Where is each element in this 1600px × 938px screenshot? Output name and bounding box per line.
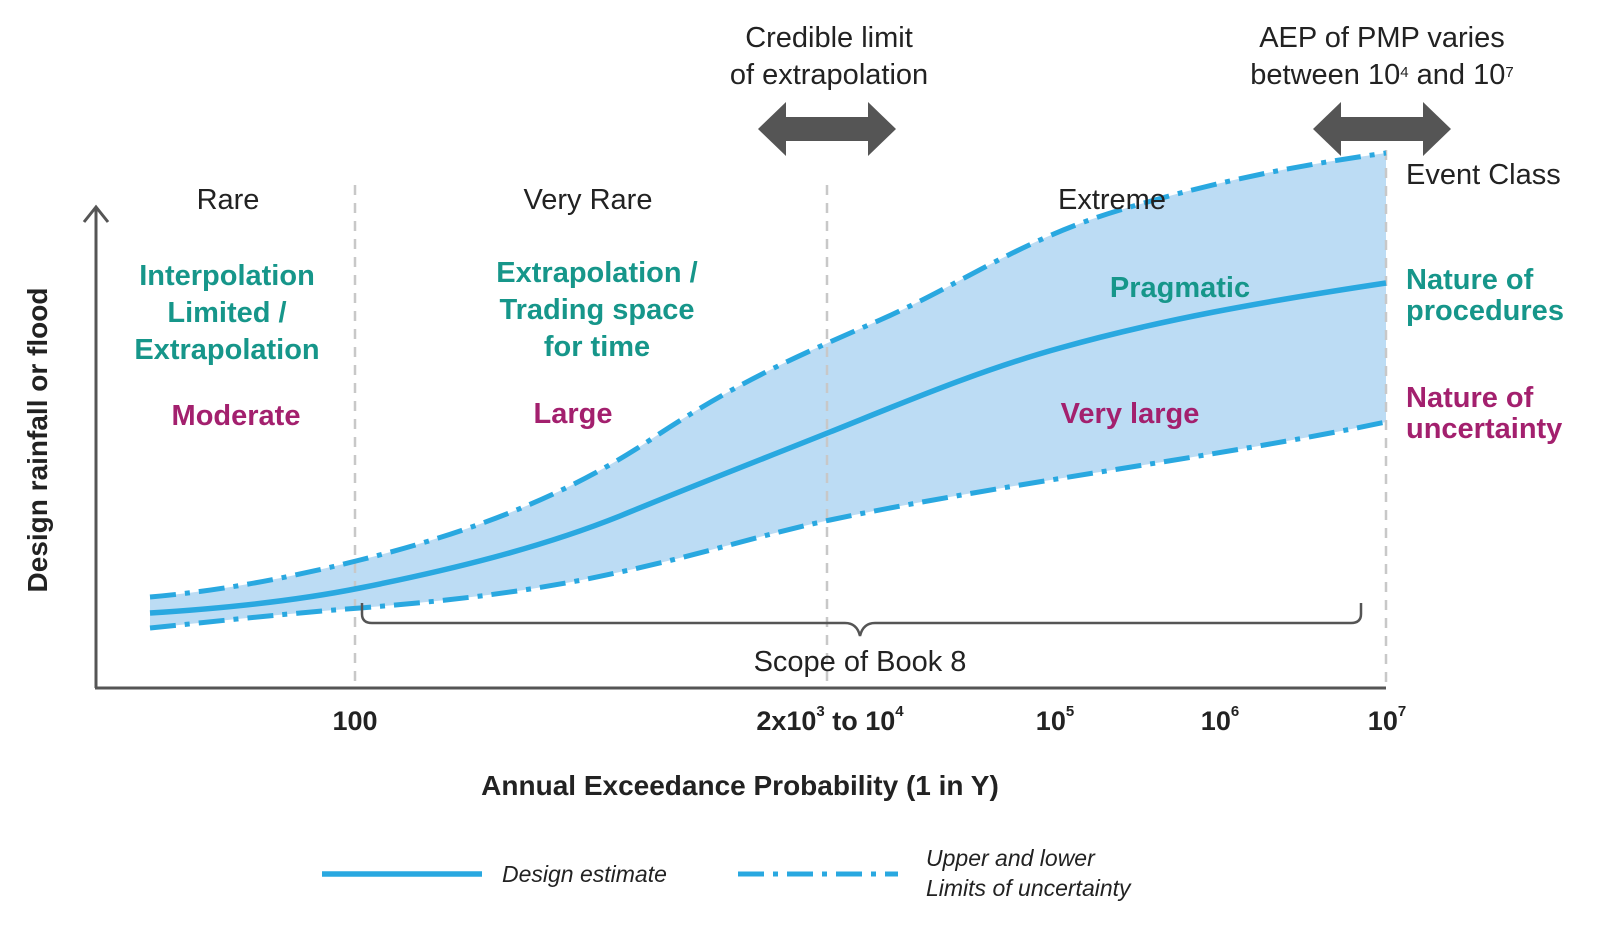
tick-1e7: 107: [1352, 703, 1422, 737]
uncertainty-very-rare: Large: [533, 398, 613, 430]
y-axis-label: Design rainfall or flood: [22, 287, 53, 593]
tick-1e5-exp: 5: [1065, 703, 1075, 720]
tick-1e7-exp: 7: [1397, 703, 1407, 720]
legend-design-estimate: Design estimate: [502, 861, 667, 887]
procedures-rare-line2: Limited /: [167, 297, 287, 329]
tick-1e6: 106: [1185, 703, 1255, 737]
aep-pmp-mid: and 10: [1408, 59, 1506, 91]
aep-pmp-exp2: 7: [1505, 64, 1514, 81]
credible-limit-line2: of extrapolation: [729, 59, 929, 91]
aep-pmp-line2: between 104 and 107: [1220, 57, 1544, 94]
procedures-very-rare-line1: Extrapolation /: [496, 257, 698, 289]
tick-1e6-exp: 6: [1230, 703, 1240, 720]
uncertainty-extreme: Very large: [1060, 398, 1200, 430]
credible-limit-label: Credible limit of extrapolation: [694, 20, 964, 94]
legend-limits: Upper and lower Limits of uncertainty: [926, 843, 1131, 903]
procedures-extreme: Pragmatic: [1109, 272, 1251, 304]
procedures-rare-line3: Extrapolation: [134, 334, 320, 366]
scope-label: Scope of Book 8: [753, 646, 967, 678]
procedures-very-rare-line3: for time: [543, 331, 651, 363]
aep-pmp-arrow: [1313, 102, 1451, 156]
credible-limit-arrow: [758, 102, 896, 156]
tick-1e6-base: 10: [1200, 706, 1231, 736]
tick-1e5: 105: [1020, 703, 1090, 737]
procedures-very-rare-line2: Trading space: [499, 294, 695, 326]
tick-2e3-exp2: 4: [895, 703, 904, 720]
event-class-very-rare: Very Rare: [523, 184, 653, 216]
procedures-side-line2: procedures: [1406, 295, 1564, 327]
event-class-label: Event Class: [1406, 159, 1561, 191]
upper-limit-curve: [149, 150, 1387, 600]
lower-limit-curve: [149, 419, 1387, 631]
procedures-rare-line1: Interpolation: [139, 260, 315, 292]
uncertainty-rare: Moderate: [171, 400, 301, 432]
y-axis-arrowhead: [82, 204, 110, 223]
procedures-rare: Interpolation Limited / Extrapolation: [110, 258, 344, 369]
event-class-extreme: Extreme: [1058, 184, 1166, 216]
event-class-rare: Rare: [196, 184, 260, 216]
aep-pmp-exp1: 4: [1400, 64, 1409, 81]
aep-pmp-prefix: between 10: [1250, 59, 1401, 91]
procedures-side-label: Nature of procedures: [1406, 262, 1564, 330]
uncertainty-band: [150, 153, 1386, 628]
legend-limits-line1: Upper and lower: [926, 845, 1095, 871]
x-axis-label: Annual Exceedance Probability (1 in Y): [481, 770, 999, 801]
aep-pmp-line1: AEP of PMP varies: [1259, 22, 1505, 54]
tick-2e3-exp: 3: [816, 703, 825, 720]
tick-2e3-mid: to 10: [824, 706, 896, 736]
tick-100: 100: [332, 706, 378, 736]
design-estimate-curve: [149, 280, 1387, 616]
aep-pmp-label: AEP of PMP varies between 104 and 107: [1220, 20, 1544, 94]
uncertainty-side-line2: uncertainty: [1406, 413, 1563, 445]
uncertainty-side-label: Nature of uncertainty: [1406, 380, 1562, 448]
legend-limits-line2: Limits of uncertainty: [926, 875, 1131, 901]
procedures-side-line1: Nature of: [1406, 264, 1534, 296]
credible-limit-line1: Credible limit: [745, 22, 913, 54]
tick-1e5-base: 10: [1035, 706, 1066, 736]
uncertainty-side-line1: Nature of: [1406, 382, 1534, 414]
scope-bracket: [360, 603, 1363, 637]
tick-1e7-base: 10: [1367, 706, 1398, 736]
tick-2e3-to-1e4: 2x103 to 104: [725, 703, 935, 737]
tick-2e3-prefix: 2x10: [756, 706, 817, 736]
procedures-very-rare: Extrapolation / Trading space for time: [470, 255, 724, 366]
